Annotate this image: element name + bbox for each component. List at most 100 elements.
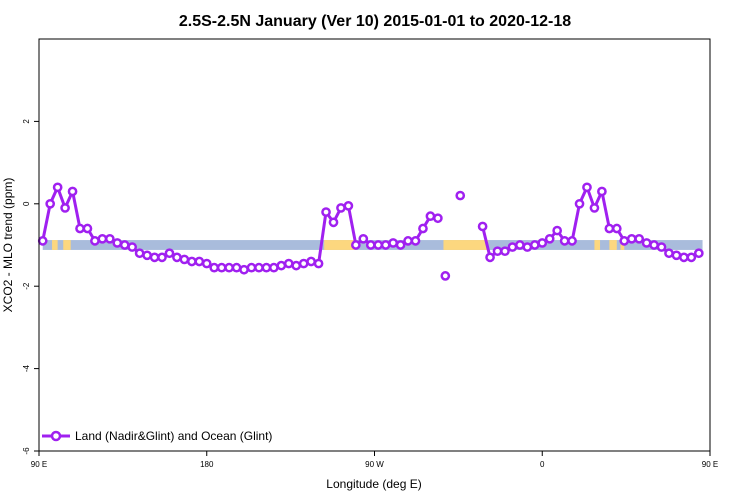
data-point — [611, 223, 622, 234]
data-point — [365, 240, 376, 250]
land-band-segment — [443, 240, 489, 250]
data-point — [649, 240, 659, 250]
data-point — [246, 262, 257, 273]
x-tick-label: 180 — [200, 460, 214, 469]
y-axis: -6 -4 -2 0 2 — [22, 119, 39, 455]
data-point — [686, 252, 697, 263]
data-point — [313, 258, 324, 269]
data-point — [276, 260, 287, 271]
data-point — [604, 223, 615, 234]
data-point — [254, 262, 264, 273]
data-point — [559, 236, 570, 246]
data-point — [224, 262, 234, 273]
data-point — [142, 250, 152, 261]
y-tick-label: -6 — [22, 447, 31, 455]
data-point — [656, 242, 667, 252]
data-point — [380, 240, 391, 250]
data-point — [537, 238, 548, 248]
data-point — [440, 271, 451, 281]
data-point — [544, 233, 555, 244]
data-point — [231, 262, 242, 273]
data-point — [298, 258, 309, 269]
data-point — [179, 254, 190, 265]
series-line-segment — [41, 185, 439, 272]
data-point — [104, 233, 115, 244]
land-band-segment — [52, 240, 58, 250]
data-point — [306, 256, 316, 267]
data-point — [52, 182, 63, 193]
data-point — [186, 256, 197, 267]
data-point — [626, 233, 637, 244]
data-point — [134, 248, 145, 259]
data-point — [403, 236, 413, 246]
data-point — [75, 223, 85, 234]
data-point — [358, 233, 369, 244]
data-point — [433, 213, 443, 224]
data-point — [492, 246, 503, 257]
y-tick-label: -4 — [22, 364, 31, 372]
legend: Land (Nadir&Glint) and Ocean (Glint) — [42, 429, 272, 443]
data-point — [664, 248, 674, 259]
data-point — [589, 203, 600, 213]
y-tick-label: 2 — [22, 119, 31, 124]
data-point — [529, 240, 540, 250]
data-point — [567, 236, 577, 246]
data-point — [522, 242, 533, 252]
data-point — [112, 238, 123, 248]
x-tick-label: 90 E — [31, 460, 47, 469]
data-point — [597, 186, 607, 197]
data-point — [634, 233, 645, 244]
data-point — [343, 201, 354, 211]
data-point — [671, 250, 682, 261]
legend-marker-swatch — [50, 430, 62, 442]
data-point — [157, 252, 167, 263]
data-point — [164, 248, 175, 259]
x-tick-label: 90 E — [702, 460, 718, 469]
data-point — [574, 198, 585, 209]
x-axis-label: Longitude (deg E) — [326, 477, 421, 491]
data-point — [641, 238, 652, 248]
data-point — [149, 252, 160, 263]
x-tick-label: 90 W — [365, 460, 384, 469]
data-point — [45, 198, 56, 209]
land-band-segment — [609, 240, 617, 250]
data-point — [418, 223, 428, 234]
x-axis: 90 E 180 90 W 0 90 E — [31, 451, 718, 469]
data-point — [67, 186, 78, 197]
data-point — [328, 217, 339, 228]
data-point — [321, 207, 331, 217]
data-point — [395, 240, 406, 250]
data-point — [485, 252, 495, 263]
data-point — [455, 190, 466, 201]
data-point — [90, 236, 100, 246]
data-point — [194, 256, 205, 267]
data-point — [82, 223, 93, 234]
land-band-segment — [594, 240, 601, 250]
data-point — [679, 252, 689, 263]
land-band-segment — [324, 240, 356, 250]
data-point — [201, 258, 212, 269]
legend-label: Land (Nadir&Glint) and Ocean (Glint) — [75, 429, 272, 443]
chart-title: 2.5S-2.5N January (Ver 10) 2015-01-01 to… — [179, 13, 571, 30]
land-band-segment — [63, 240, 71, 250]
x-tick-label: 0 — [540, 460, 545, 469]
data-point — [410, 236, 421, 246]
data-point — [477, 221, 488, 232]
data-point — [269, 262, 279, 273]
data-point — [283, 258, 294, 269]
data-point — [552, 225, 563, 236]
data-point — [373, 240, 384, 250]
y-tick-label: 0 — [22, 201, 31, 206]
data-point — [216, 262, 227, 273]
data-point — [351, 240, 361, 250]
series-markers — [37, 182, 704, 281]
y-tick-label: -2 — [22, 282, 31, 290]
data-point — [261, 262, 272, 273]
data-point — [172, 252, 182, 263]
data-point — [239, 264, 249, 275]
data-point — [291, 260, 302, 271]
data-point — [619, 236, 630, 246]
data-point — [209, 262, 220, 273]
data-point — [388, 238, 398, 248]
